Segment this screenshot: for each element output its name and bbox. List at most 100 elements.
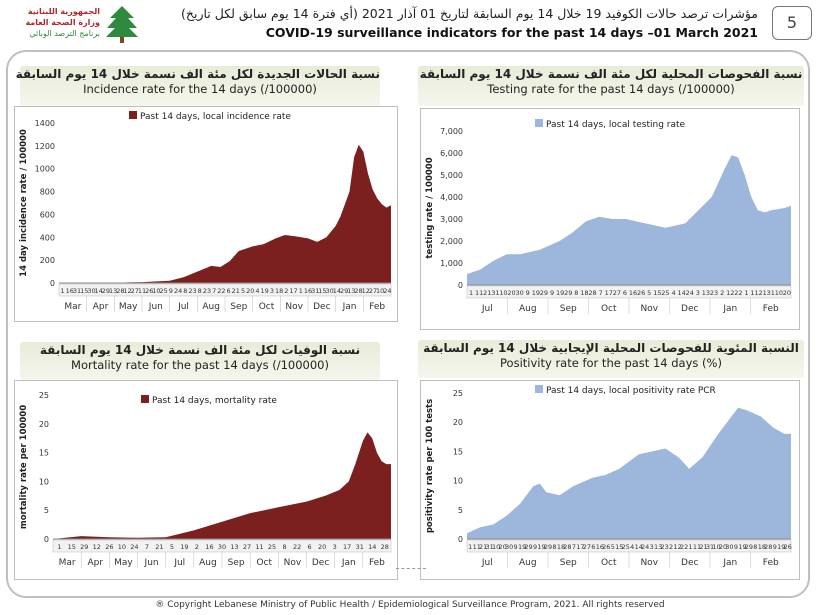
testing-day-tick: 20 bbox=[507, 289, 515, 297]
testing-day-tick: 31 bbox=[767, 289, 775, 297]
incidence-day-tick: 7 bbox=[212, 287, 216, 295]
testing-day-tick: 21 bbox=[483, 289, 491, 297]
incidence-day-tick: 6 bbox=[227, 287, 231, 295]
positivity-month-label: Oct bbox=[601, 558, 617, 568]
incidence-day-tick: 24 bbox=[383, 287, 391, 295]
incidence-legend-swatch bbox=[129, 111, 137, 119]
testing-month-label: Sep bbox=[560, 304, 577, 314]
incidence-day-tick: 2 bbox=[284, 287, 288, 295]
mortality-day-tick: 8 bbox=[283, 543, 287, 551]
logo-line-3: برنامج الترصد الوبائي bbox=[29, 29, 100, 38]
mortality-panel-title: نسبة الوفيات لكل مئة الف نسمة خلال 14 يو… bbox=[20, 342, 380, 380]
mortality-ytick-label: 10 bbox=[39, 477, 49, 486]
incidence-day-tick: 31 bbox=[73, 287, 81, 295]
positivity-day-tick: 21 bbox=[699, 543, 707, 551]
incidence-day-tick: 22 bbox=[217, 287, 225, 295]
incidence-day-tick: 25 bbox=[160, 287, 168, 295]
mortality-day-tick: 28 bbox=[381, 543, 389, 551]
incidence-month-label: Jan bbox=[342, 302, 357, 312]
mortality-title-arabic: نسبة الوفيات لكل مئة الف نسمة خلال 14 يو… bbox=[39, 343, 361, 357]
incidence-legend-label: Past 14 days, local incidence rate bbox=[140, 112, 291, 122]
positivity-day-tick: 21 bbox=[479, 543, 487, 551]
mortality-month-label: Mar bbox=[59, 558, 76, 568]
positivity-day-tick: 29 bbox=[524, 543, 532, 551]
title-english: COVID-19 surveillance indicators for the… bbox=[265, 25, 758, 40]
testing-day-tick: 18 bbox=[580, 289, 588, 297]
mortality-day-tick: 7 bbox=[145, 543, 149, 551]
incidence-day-tick: 23 bbox=[203, 287, 211, 295]
positivity-y-axis-label: positivity rate per 100 tests bbox=[425, 399, 435, 533]
mortality-day-tick: 21 bbox=[155, 543, 163, 551]
testing-day-tick: 24 bbox=[686, 289, 694, 297]
testing-month-label: Nov bbox=[640, 304, 658, 314]
incidence-day-tick: 12 bbox=[123, 287, 131, 295]
incidence-day-tick: 15 bbox=[318, 287, 326, 295]
incidence-ytick-label: 600 bbox=[40, 210, 55, 219]
testing-day-tick: 27 bbox=[613, 289, 621, 297]
incidence-month-label: May bbox=[119, 302, 138, 312]
testing-day-tick: 1 bbox=[469, 289, 473, 297]
incidence-month-label: Aug bbox=[202, 302, 220, 312]
testing-day-tick: 16 bbox=[629, 289, 637, 297]
testing-day-tick: 14 bbox=[678, 289, 686, 297]
ministry-logo: الجمهورية اللبنانية وزارة الصحة العامة ب… bbox=[8, 4, 138, 44]
copyright-footer: ® Copyright Lebanese Ministry of Public … bbox=[155, 600, 665, 610]
positivity-ytick-label: 15 bbox=[453, 447, 463, 456]
testing-ytick-label: 3,000 bbox=[440, 215, 463, 224]
incidence-day-tick: 16 bbox=[304, 287, 312, 295]
mortality-ytick-label: 5 bbox=[44, 506, 49, 515]
positivity-day-tick: 26 bbox=[602, 543, 610, 551]
title-arabic: مؤشرات ترصد حالات الكوفيد 19 خلال 14 يوم… bbox=[181, 6, 758, 21]
cedar-icon bbox=[106, 6, 138, 43]
incidence-title-english: Incidence rate for the 14 days (/100000) bbox=[83, 82, 317, 96]
incidence-ytick-label: 1400 bbox=[35, 119, 55, 128]
page-number: 5 bbox=[772, 6, 812, 40]
incidence-month-label: Oct bbox=[259, 302, 275, 312]
positivity-chart: 0 5 10 15 20 25 1 11 21 31 10 20 30 9 19 29 9 19 29 8 18 28 7 1… bbox=[420, 380, 800, 580]
testing-title-english: Testing rate for the past 14 days (/1000… bbox=[487, 82, 735, 96]
incidence-day-tick: 29 bbox=[340, 287, 348, 295]
mortality-day-tick: 3 bbox=[333, 543, 337, 551]
incidence-day-tick: 27 bbox=[369, 287, 377, 295]
positivity-day-tick: 9 bbox=[533, 543, 537, 551]
positivity-day-tick: 11 bbox=[693, 543, 701, 551]
positivity-month-label: Dec bbox=[681, 558, 698, 568]
testing-day-tick: 25 bbox=[661, 289, 669, 297]
incidence-day-tick: 17 bbox=[289, 287, 297, 295]
testing-day-tick: 29 bbox=[540, 289, 548, 297]
positivity-day-tick: 12 bbox=[673, 543, 681, 551]
positivity-day-tick: 8 bbox=[753, 543, 757, 551]
positivity-ytick-label: 10 bbox=[453, 477, 463, 486]
mortality-day-tick: 16 bbox=[205, 543, 213, 551]
incidence-area-series bbox=[59, 144, 391, 283]
logo-line-2: وزارة الصحة العامة bbox=[25, 18, 100, 27]
incidence-day-tick: 4 bbox=[255, 287, 259, 295]
testing-month-label: Oct bbox=[601, 304, 617, 314]
positivity-day-tick: 4 bbox=[630, 543, 634, 551]
incidence-y-axis-label: 14 day incidence rate / 100000 bbox=[19, 129, 29, 277]
positivity-day-tick: 31 bbox=[486, 543, 494, 551]
testing-day-tick: 31 bbox=[491, 289, 499, 297]
incidence-month-label: Jun bbox=[148, 302, 163, 312]
incidence-day-tick: 1 bbox=[299, 287, 303, 295]
positivity-day-tick: 16 bbox=[596, 543, 604, 551]
mortality-day-tick: 30 bbox=[218, 543, 226, 551]
positivity-day-tick: 1 bbox=[688, 543, 692, 551]
incidence-ytick-label: 1000 bbox=[35, 165, 55, 174]
testing-ytick-label: 0 bbox=[458, 281, 463, 290]
incidence-day-tick: 14 bbox=[333, 287, 341, 295]
testing-legend-swatch bbox=[535, 119, 543, 127]
testing-legend-label: Past 14 days, local testing rate bbox=[546, 120, 686, 130]
positivity-legend-swatch bbox=[535, 385, 543, 393]
testing-month-label: Dec bbox=[681, 304, 698, 314]
mortality-day-tick: 15 bbox=[68, 543, 76, 551]
mortality-month-label: Jan bbox=[341, 558, 356, 568]
mortality-ytick-label: 20 bbox=[39, 420, 49, 429]
logo-line-1: الجمهورية اللبنانية bbox=[27, 7, 100, 16]
incidence-ytick-label: 400 bbox=[40, 233, 55, 242]
mortality-legend-swatch bbox=[141, 395, 149, 403]
positivity-month-label: Jan bbox=[722, 558, 737, 568]
mortality-day-tick: 13 bbox=[230, 543, 238, 551]
